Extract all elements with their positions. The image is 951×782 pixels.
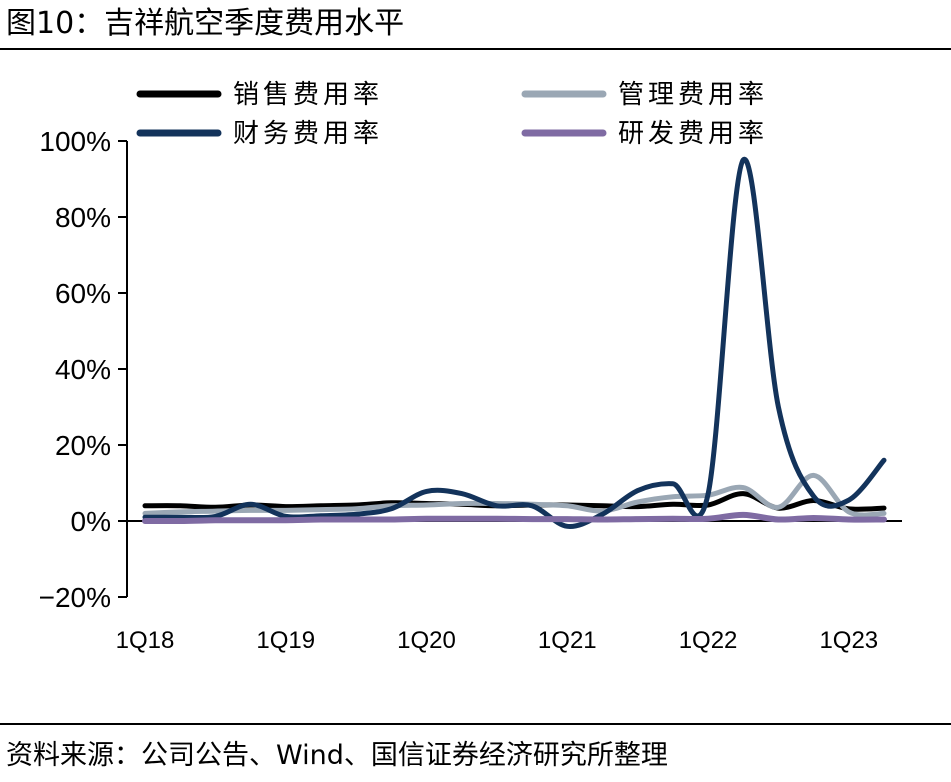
x-axis: 1Q18 1Q19 1Q20 1Q21 1Q22 1Q23 (116, 520, 902, 654)
x-tick-label: 1Q18 (116, 627, 175, 654)
y-tick-label: 0% (71, 506, 111, 537)
top-rule (0, 48, 951, 50)
y-tick-label: 80% (55, 202, 111, 233)
x-tick-label: 1Q22 (679, 627, 738, 654)
bottom-rule (0, 723, 951, 725)
legend-item-rnd: 研发费用率 (521, 119, 768, 149)
legend-item-admin: 管理费用率 (521, 80, 768, 110)
series-lines (142, 157, 887, 529)
figure-title: 图10：吉祥航空季度费用水平 (6, 6, 405, 41)
series-line-rnd (142, 511, 887, 525)
source-note: 资料来源：公司公告、Wind、国信证券经济研究所整理 (6, 740, 668, 771)
legend-label: 销售费用率 (233, 80, 383, 110)
legend-item-sales: 销售费用率 (136, 80, 383, 110)
y-tick-label: 40% (55, 354, 111, 385)
series-line-finance (142, 157, 887, 529)
y-axis: −20% 0% 20% 40% 60% 80% 100% (39, 126, 128, 613)
legend-item-finance: 财务费用率 (136, 119, 383, 149)
y-tick-label: 100% (39, 126, 111, 157)
y-tick-label: −20% (39, 582, 111, 613)
x-tick-label: 1Q19 (256, 627, 315, 654)
x-tick-label: 1Q23 (819, 627, 878, 654)
series-line-admin (142, 472, 887, 518)
legend-label: 财务费用率 (233, 119, 383, 149)
x-tick-label: 1Q20 (397, 627, 456, 654)
legend-label: 研发费用率 (618, 119, 768, 149)
legend-label: 管理费用率 (618, 80, 768, 110)
x-tick-label: 1Q21 (538, 627, 597, 654)
y-tick-label: 60% (55, 278, 111, 309)
y-tick-label: 20% (55, 430, 111, 461)
